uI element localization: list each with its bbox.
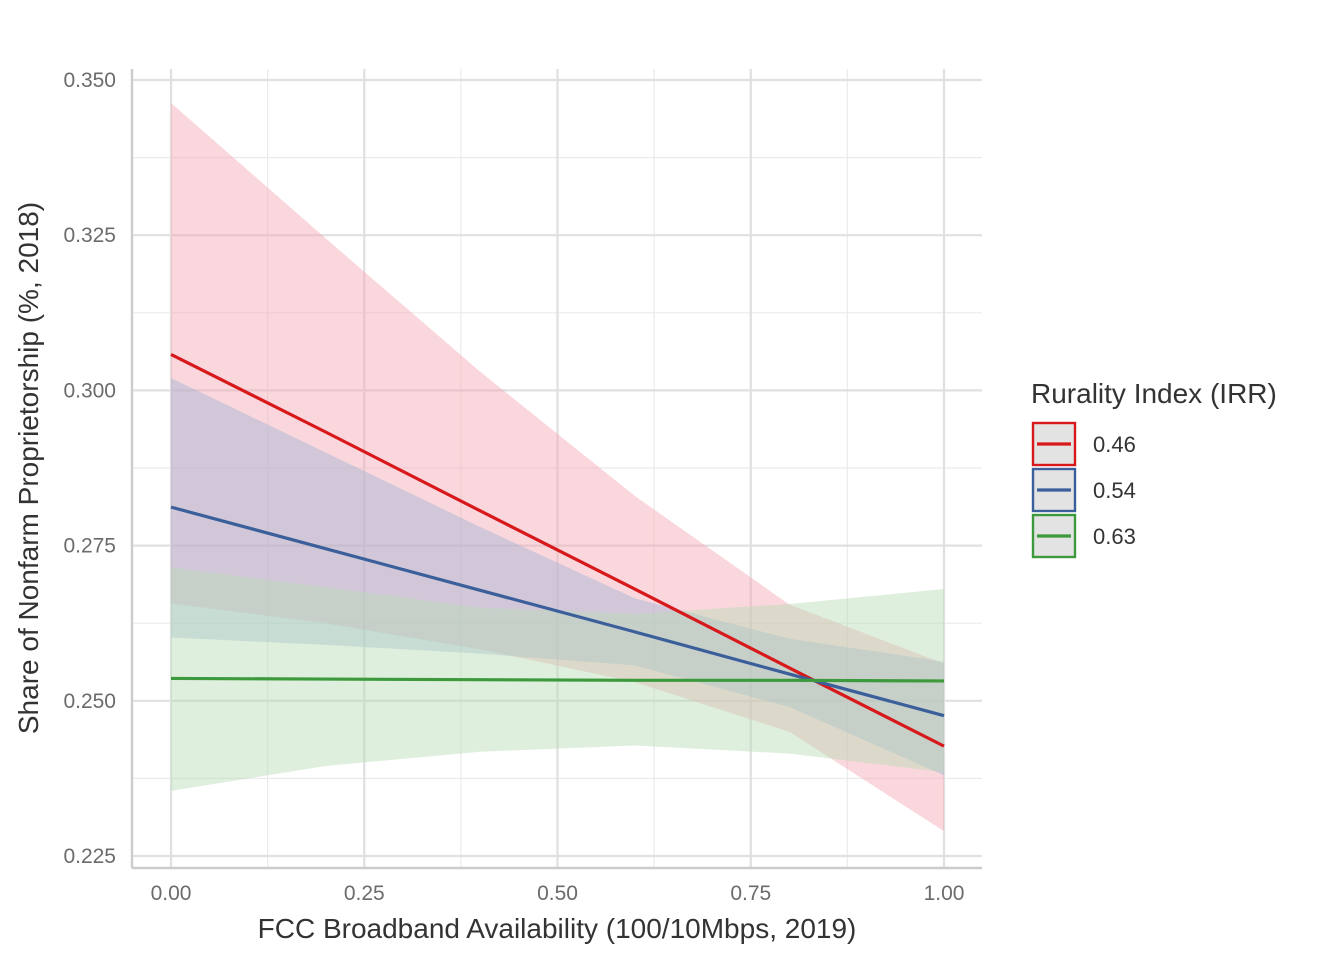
x-tick-label: 0.50 [537, 882, 578, 905]
y-tick-labels: 0.225 0.250 0.275 0.300 0.325 0.350 [63, 69, 116, 868]
y-axis-title: Share of Nonfarm Proprietorship (%, 2018… [13, 202, 44, 734]
grid-major [132, 69, 982, 868]
legend-title: Rurality Index (IRR) [1031, 378, 1277, 409]
y-tick-label: 0.225 [63, 845, 116, 868]
y-tick-label: 0.250 [63, 690, 116, 713]
legend: Rurality Index (IRR) 0.46 0.54 0.63 [1031, 378, 1277, 559]
axes [130, 69, 982, 870]
x-tick-label: 0.25 [344, 882, 385, 905]
legend-label-0.46: 0.46 [1093, 432, 1136, 457]
series-lines [170, 352, 945, 748]
y-tick-label: 0.300 [63, 379, 116, 402]
legend-label-0.63: 0.63 [1093, 524, 1136, 549]
y-tick-label: 0.325 [63, 224, 116, 247]
legend-label-0.54: 0.54 [1093, 478, 1136, 503]
series-line-0.63 [170, 676, 945, 683]
x-tick-label: 0.00 [151, 882, 192, 905]
x-axis-title: FCC Broadband Availability (100/10Mbps, … [258, 913, 857, 944]
x-tick-label: 0.75 [730, 882, 771, 905]
x-tick-labels: 0.00 0.25 0.50 0.75 1.00 [151, 882, 965, 905]
y-tick-label: 0.275 [63, 535, 116, 558]
y-tick-label: 0.350 [63, 69, 116, 92]
confidence-band-0.54 [171, 377, 944, 776]
legend-items: 0.46 0.54 0.63 [1031, 421, 1136, 559]
x-tick-label: 1.00 [924, 882, 965, 905]
